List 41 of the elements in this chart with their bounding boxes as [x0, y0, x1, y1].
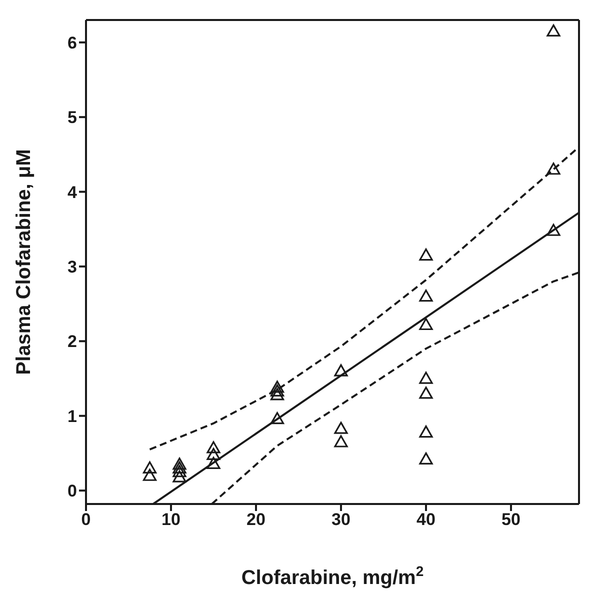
point: [172, 465, 186, 478]
x-tick-label: 30: [332, 510, 350, 530]
point: [419, 452, 433, 464]
y-tick-label: 5: [68, 108, 77, 128]
x-tick-label: 10: [162, 510, 180, 530]
y-tick-label: 0: [68, 482, 77, 501]
point: [546, 24, 560, 37]
point: [419, 425, 433, 438]
point: [270, 412, 284, 424]
point: [419, 318, 433, 330]
point: [206, 456, 220, 469]
point: [172, 461, 186, 474]
x-tick-label: 0: [81, 510, 91, 530]
point: [270, 388, 284, 400]
y-tick-label: 6: [68, 33, 77, 52]
point: [172, 458, 186, 470]
x-tick-label: 40: [416, 510, 436, 530]
point: [172, 470, 186, 482]
point: [270, 380, 284, 393]
point: [546, 162, 560, 175]
point: [270, 384, 284, 397]
y-tick-label: 4: [68, 182, 78, 202]
point: [206, 448, 220, 460]
point: [334, 364, 348, 376]
x-axis-title: Clofarabine, mg/m$^{2}$: [241, 563, 424, 589]
y-axis-title: Plasma Clofarabine, μM: [13, 149, 35, 375]
point: [334, 422, 348, 434]
y-tick-label: 2: [68, 332, 77, 352]
y-tick-label: 3: [68, 258, 77, 277]
point: [142, 468, 157, 481]
point: [419, 372, 433, 384]
x-tick-label: 50: [502, 510, 520, 530]
point: [546, 224, 560, 236]
point: [142, 461, 157, 474]
y-tick-label: 1: [68, 406, 77, 426]
point: [206, 441, 220, 454]
point: [419, 386, 433, 399]
point: [419, 248, 433, 261]
point: [334, 435, 348, 448]
point: [419, 290, 433, 302]
x-tick-label: 20: [246, 510, 266, 530]
